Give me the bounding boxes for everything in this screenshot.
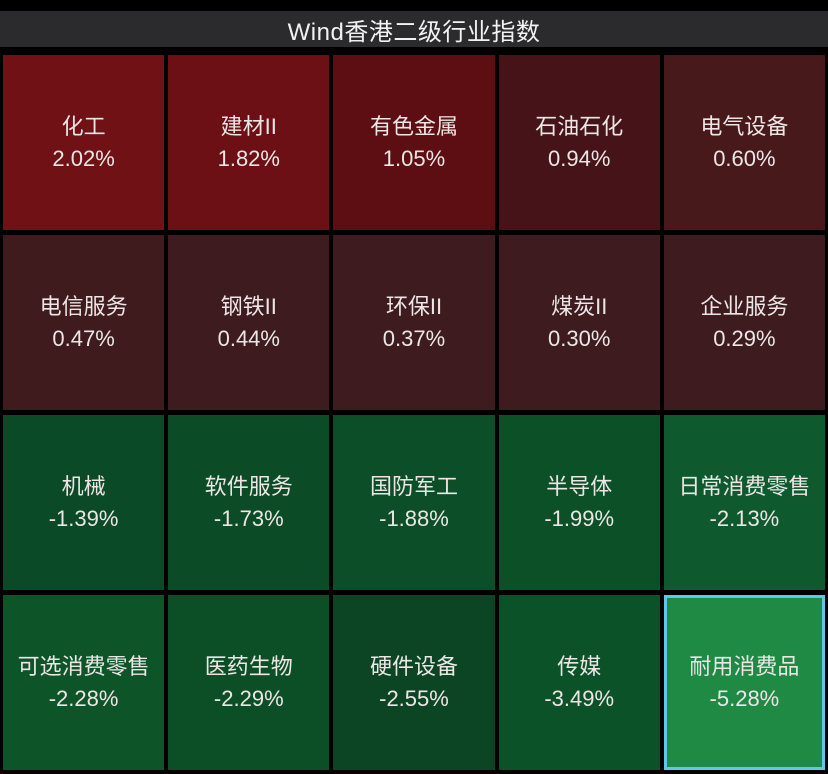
sector-tile[interactable]: 建材II 1.82% [168, 55, 330, 230]
sector-tile[interactable]: 企业服务 0.29% [663, 235, 825, 410]
sector-change: 1.05% [382, 145, 446, 171]
sector-change: 0.44% [217, 325, 280, 351]
sector-change: -3.49% [544, 685, 615, 711]
sector-tile[interactable]: 传媒 -3.49% [498, 595, 660, 770]
sector-change: -2.28% [48, 685, 119, 711]
sector-tile[interactable]: 电气设备 0.60% [663, 55, 825, 230]
sector-name: 建材II [220, 113, 277, 139]
heatmap-grid: 化工 2.02% 建材II 1.82% 有色金属 1.05% 石油石化 0.94% 电气设备 0.… [3, 55, 825, 770]
sector-name: 煤炭II [551, 293, 608, 319]
sector-name: 半导体 [546, 473, 613, 499]
sector-name: 硬件设备 [369, 653, 458, 679]
title-bar: Wind香港二级行业指数 [0, 11, 828, 47]
sector-change: 0.29% [713, 325, 776, 351]
sector-name: 传媒 [557, 653, 602, 679]
sector-tile[interactable]: 国防军工 -1.88% [333, 415, 495, 590]
sector-tile[interactable]: 日常消费零售 -2.13% [663, 415, 825, 590]
grid-wrap: 化工 2.02% 建材II 1.82% 有色金属 1.05% 石油石化 0.94% 电气设备 0.… [3, 55, 825, 770]
sector-tile[interactable]: 硬件设备 -2.55% [333, 595, 495, 770]
sector-name: 环保II [385, 293, 443, 319]
sector-change: -1.88% [379, 505, 449, 531]
sector-name: 化工 [61, 113, 106, 139]
sector-change: -1.99% [544, 505, 615, 531]
sector-tile[interactable]: 半导体 -1.99% [498, 415, 660, 590]
page-title: Wind香港二级行业指数 [287, 18, 541, 46]
sector-name: 日常消费零售 [678, 473, 811, 499]
sector-tile[interactable]: 医药生物 -2.29% [168, 595, 330, 770]
sector-change: -1.73% [213, 505, 284, 531]
sector-change: 1.82% [217, 145, 280, 171]
sector-name: 耐用消费品 [689, 653, 800, 679]
sector-tile[interactable]: 有色金属 1.05% [333, 55, 495, 230]
sector-name: 电气设备 [700, 113, 789, 139]
top-strip [0, 0, 828, 11]
sector-change: 0.30% [548, 325, 611, 351]
sector-name: 软件服务 [204, 473, 293, 499]
sector-name: 钢铁II [220, 293, 277, 319]
sector-tile[interactable]: 钢铁II 0.44% [168, 235, 330, 410]
sector-change: 0.47% [52, 325, 115, 351]
sector-tile[interactable]: 可选消费零售 -2.28% [3, 595, 165, 770]
sector-tile[interactable]: 环保II 0.37% [333, 235, 495, 410]
sector-change: -2.55% [379, 685, 449, 711]
sector-change: 0.60% [713, 145, 776, 171]
sector-tile[interactable]: 化工 2.02% [3, 55, 165, 230]
sector-change: -5.28% [709, 685, 780, 711]
sector-change: -2.29% [213, 685, 284, 711]
sector-tile[interactable]: 耐用消费品 -5.28% [663, 595, 825, 770]
sector-name: 电信服务 [39, 293, 128, 319]
sector-change: -2.13% [709, 505, 780, 531]
sector-change: -1.39% [48, 505, 119, 531]
sector-name: 可选消费零售 [17, 653, 150, 679]
sector-name: 国防军工 [369, 473, 458, 499]
sector-name: 有色金属 [369, 113, 458, 139]
sector-tile[interactable]: 石油石化 0.94% [498, 55, 660, 230]
sector-name: 医药生物 [204, 653, 293, 679]
sector-name: 石油石化 [535, 113, 624, 139]
sector-name: 企业服务 [700, 293, 789, 319]
sector-tile[interactable]: 煤炭II 0.30% [498, 235, 660, 410]
sector-change: 0.37% [382, 325, 446, 351]
sector-tile[interactable]: 机械 -1.39% [3, 415, 165, 590]
sector-change: 0.94% [548, 145, 611, 171]
sector-tile[interactable]: 电信服务 0.47% [3, 235, 165, 410]
sector-tile[interactable]: 软件服务 -1.73% [168, 415, 330, 590]
sector-change: 2.02% [52, 145, 115, 171]
sector-name: 机械 [61, 473, 106, 499]
